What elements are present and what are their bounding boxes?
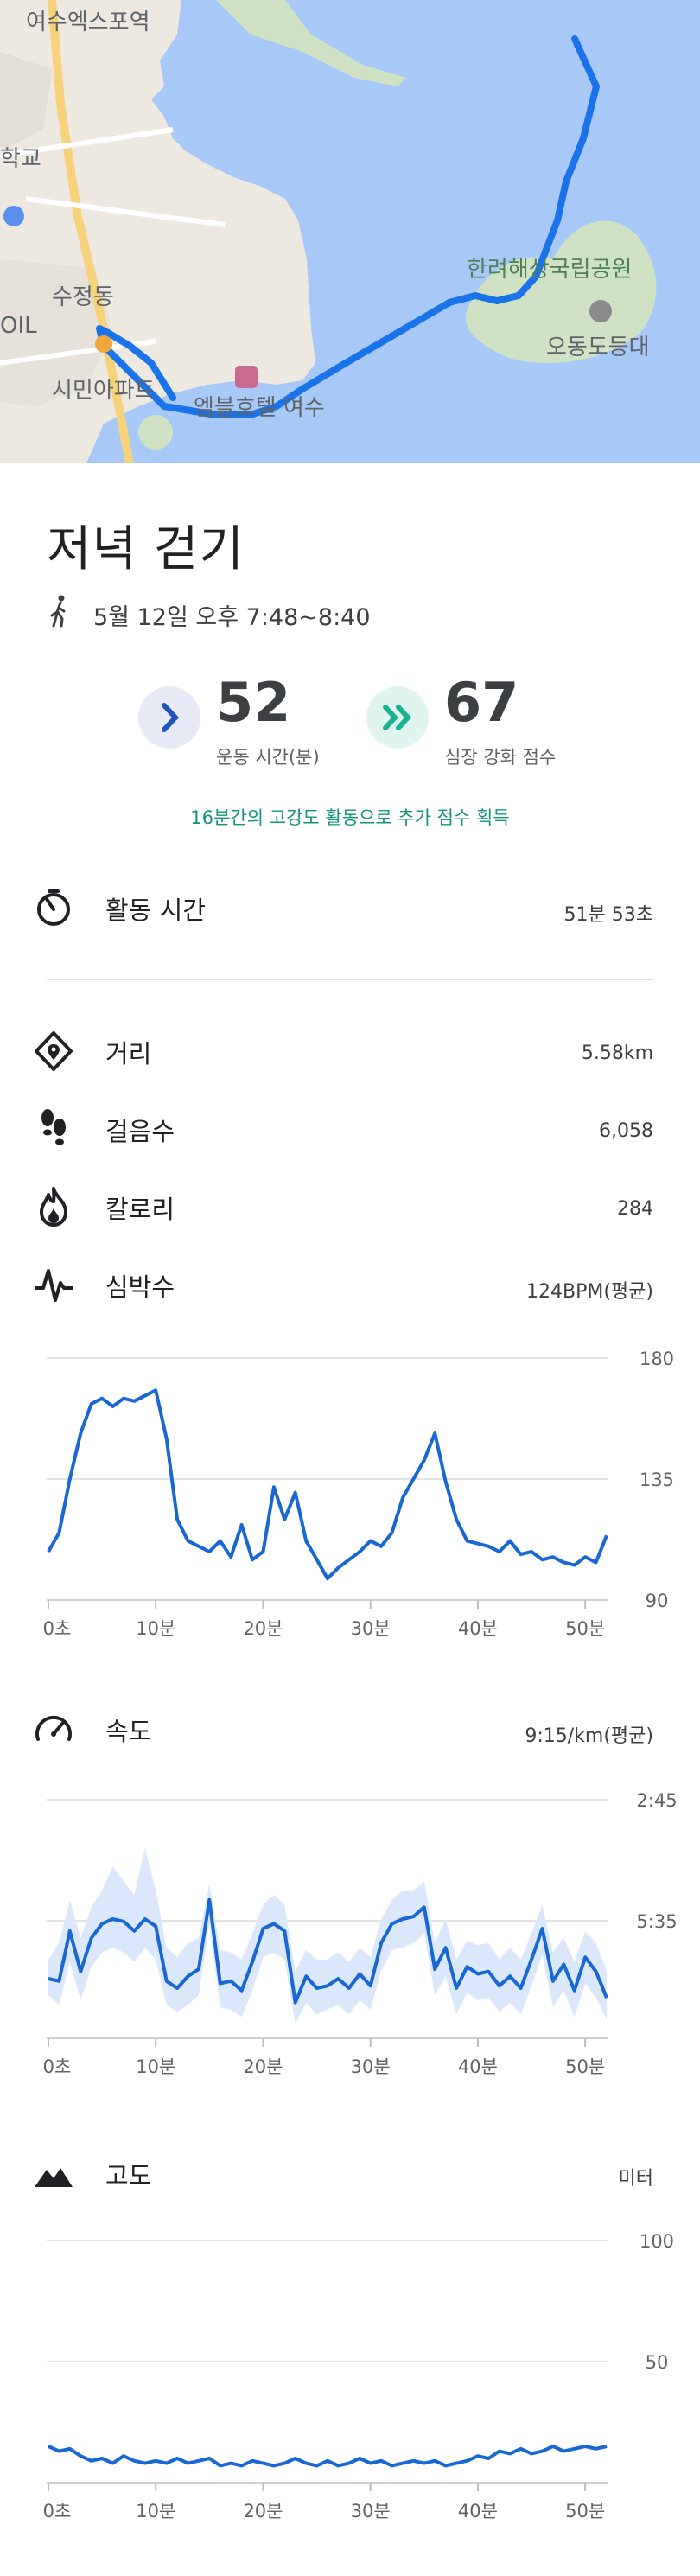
x-tick-label: 50분 — [565, 2056, 605, 2077]
speed-range-band — [48, 1847, 607, 2024]
x-tick-label: 50분 — [565, 1618, 605, 1639]
speed-series-line — [48, 1897, 608, 2005]
move-minutes-label: 운동 시간(분) — [216, 747, 320, 768]
x-tick-label: 50분 — [565, 2501, 605, 2522]
x-tick-label: 30분 — [351, 1618, 391, 1639]
move-minutes-badge — [138, 686, 200, 749]
steps-label: 걸음수 — [105, 1117, 175, 1146]
calories-fire-icon — [40, 1187, 67, 1227]
x-tick-label: 40분 — [458, 2056, 498, 2077]
x-tick-label: 30분 — [351, 2056, 391, 2077]
x-tick-label: 0초 — [43, 2056, 72, 2077]
elevation-label: 고도 — [105, 2161, 152, 2190]
x-tick-label: 0초 — [43, 2501, 72, 2522]
elevation-chart[interactable]: 100 50 0초 10분 20분 30분 40분 50분 — [0, 2228, 700, 2540]
speed-y-tick-label: 2:45 — [636, 1790, 677, 1811]
move-minutes-value: 52 — [216, 671, 291, 734]
distance-value: 5.58km — [581, 1043, 653, 1064]
heart-points-label: 심장 강화 점수 — [444, 747, 557, 768]
heart-points-value: 67 — [444, 671, 519, 734]
heart-rate-y-tick-label: 180 — [640, 1349, 674, 1369]
map-label: OIL — [0, 313, 37, 339]
speedometer-icon — [35, 1715, 72, 1741]
bonus-points-text: 16분간의 고강도 활동으로 추가 점수 획득 — [190, 807, 510, 828]
map-label: 여수엑스포역 — [26, 10, 150, 35]
heart-points-badge — [366, 686, 429, 749]
map-label: 엠블호텔 여수 — [194, 395, 325, 421]
x-tick-label: 40분 — [458, 2501, 498, 2522]
calories-value: 284 — [617, 1198, 653, 1220]
x-tick-label: 20분 — [243, 2501, 283, 2522]
calories-label: 칼로리 — [105, 1195, 175, 1224]
mountain-icon — [35, 2168, 73, 2187]
active-time-value: 51분 53초 — [563, 904, 653, 926]
x-tick-label: 0초 — [43, 1618, 72, 1639]
breakwater — [216, 0, 406, 86]
x-tick-label: 30분 — [351, 2501, 391, 2522]
elevation-y-tick-label: 50 — [646, 2352, 669, 2373]
land-block — [0, 259, 112, 406]
x-tick-label: 10분 — [136, 2056, 175, 2077]
speed-chart[interactable]: 2:45 5:35 0초 10분 20분 30분 40분 50분 — [0, 1788, 700, 2099]
walking-route — [96, 35, 600, 418]
heart-rate-label: 심박수 — [105, 1272, 175, 1302]
x-tick-label: 20분 — [243, 1618, 283, 1639]
heart-rate-y-tick-label: 90 — [646, 1591, 669, 1611]
odongdo-island — [466, 220, 657, 363]
elevation-unit: 미터 — [618, 2168, 653, 2190]
route-map[interactable]: 여수엑스포역 학교 수정동 OIL 시민아파트 엠블호텔 여수 한려해상국립공원… — [0, 0, 700, 463]
walking-icon — [50, 595, 66, 628]
home-icon — [95, 335, 112, 353]
distance-label: 거리 — [105, 1039, 152, 1068]
timer-icon — [37, 889, 70, 926]
map-label: 시민아파트 — [52, 378, 156, 404]
map-label: 오동도등대 — [546, 335, 650, 360]
speed-y-tick-label: 5:35 — [636, 1911, 677, 1932]
activity-title: 저녁 걷기 — [47, 521, 245, 577]
elevation-series-line — [48, 2445, 608, 2468]
divider — [47, 979, 653, 980]
x-tick-label: 10분 — [136, 1618, 175, 1639]
heart-rate-icon — [35, 1269, 73, 1302]
heart-rate-y-tick-label: 135 — [640, 1470, 674, 1490]
x-tick-label: 20분 — [243, 2056, 283, 2077]
activity-datetime: 5월 12일 오후 7:48~8:40 — [93, 604, 371, 631]
lighthouse-icon — [589, 300, 612, 322]
heart-rate-value: 124BPM(평균) — [526, 1281, 653, 1303]
speed-label: 속도 — [105, 1717, 152, 1746]
chevron-right-icon — [162, 703, 180, 732]
distance-icon — [35, 1031, 73, 1071]
map-label: 한려해상국립공원 — [467, 257, 632, 283]
road — [48, 0, 134, 463]
hotel-icon — [235, 366, 258, 388]
double-chevron-icon — [383, 705, 412, 730]
map-label: 학교 — [0, 146, 41, 172]
x-tick-label: 40분 — [458, 1618, 498, 1639]
x-tick-label: 10분 — [136, 2501, 175, 2522]
active-time-label: 활동 시간 — [105, 896, 206, 925]
heart-rate-series-line — [47, 1388, 608, 1581]
park — [138, 415, 173, 450]
pin-icon — [3, 206, 24, 226]
footsteps-icon — [41, 1109, 66, 1145]
speed-value: 9:15/km(평균) — [525, 1725, 653, 1747]
land-block — [0, 52, 52, 147]
map-label: 수정동 — [52, 284, 114, 310]
heart-rate-chart[interactable]: 180 135 90 0초 10분 20분 30분 40분 50분 — [0, 1344, 700, 1673]
elevation-y-tick-label: 100 — [640, 2231, 674, 2252]
steps-value: 6,058 — [599, 1120, 653, 1142]
